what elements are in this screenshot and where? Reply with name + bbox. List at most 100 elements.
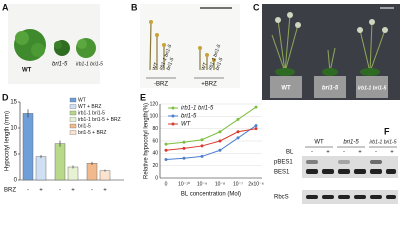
genotype-label: bri1-5 xyxy=(343,140,359,146)
y-tick-label: 0 xyxy=(14,178,18,184)
legend-label: bri1-5 xyxy=(181,114,197,120)
legend-label: bri1-5 + BRZ xyxy=(78,130,106,136)
y-tick-label: 40 xyxy=(152,151,158,157)
point xyxy=(218,148,222,152)
panel-label: B xyxy=(131,2,138,12)
point xyxy=(218,139,222,143)
western-blot xyxy=(302,146,398,204)
y-tick-label: 60 xyxy=(152,138,158,144)
bar xyxy=(35,156,47,181)
point xyxy=(164,142,168,146)
genotype-label: WT xyxy=(281,86,291,92)
panel-label: C xyxy=(253,2,260,12)
lane-label: WT xyxy=(200,62,208,71)
point xyxy=(164,148,168,152)
row-label: RbcS xyxy=(274,195,289,201)
point xyxy=(164,158,168,161)
legend-label: bri1-5 xyxy=(78,123,91,129)
panel-label: F xyxy=(384,126,390,136)
y-tick-label: 5 xyxy=(14,152,18,158)
genotype-label: irb1-1 bri1-5 xyxy=(358,85,387,91)
lane-label: bri1-5 xyxy=(214,57,224,71)
legend-swatch xyxy=(69,130,77,135)
y-tick-label: 80 xyxy=(152,126,158,132)
x-tick-label: + xyxy=(39,188,43,194)
panel-b-photo xyxy=(140,4,240,88)
genotype-label: WT xyxy=(314,140,324,146)
x-axis-label: BL concentration (Mol) xyxy=(181,192,241,198)
panel-c-photo xyxy=(262,4,400,100)
y-axis-label: Hypocotyl length (mm) xyxy=(5,111,11,171)
point xyxy=(200,144,204,148)
x-tick-label: - xyxy=(59,188,61,194)
legend-label: WT + BRZ xyxy=(78,104,101,110)
panel-label: D xyxy=(2,92,9,102)
x-tick-label: - xyxy=(91,188,93,194)
bar xyxy=(22,113,34,181)
sign-label: + xyxy=(390,150,394,156)
point xyxy=(236,130,240,134)
point xyxy=(236,136,240,140)
series-line xyxy=(165,128,257,151)
row-label: pBES1 xyxy=(274,160,293,166)
legend-swatch xyxy=(69,97,77,103)
series-line xyxy=(165,106,257,145)
figure: A WT bri1-5 irb1-1 bri1-5 B WT irb1-1 br… xyxy=(2,2,400,204)
legend-swatch xyxy=(69,110,77,116)
bar xyxy=(67,166,79,181)
legend-label: irb1-1 bri1-5 xyxy=(181,106,214,112)
legend-marker xyxy=(171,122,175,126)
x-tick-label: 2x10⁻⁶ xyxy=(248,181,264,187)
sign-label: - xyxy=(375,150,377,156)
sign-label: - xyxy=(343,150,345,156)
point xyxy=(182,156,186,160)
panel-label: A xyxy=(2,2,9,12)
bar xyxy=(54,143,66,181)
point xyxy=(254,124,258,128)
genotype-label: bri1-5 xyxy=(322,86,339,92)
legend-label: irb1-1 bri1-5 + BRZ xyxy=(78,117,121,123)
panel-a-photo xyxy=(8,4,100,84)
legend-marker xyxy=(171,106,175,110)
point xyxy=(218,130,222,134)
x-tick-label: 10⁻⁷ xyxy=(233,181,243,187)
y-axis-label: Relative hypocotyl length(%) xyxy=(144,103,150,179)
genotype-label: irb1-1 bri1-5 xyxy=(370,139,397,145)
x-tick-label: 10⁻⁹ xyxy=(197,181,207,187)
point xyxy=(200,154,204,158)
treatment-label: BL xyxy=(286,150,294,156)
legend-swatch xyxy=(69,123,77,129)
x-tick-label: + xyxy=(103,188,107,194)
y-tick-label: 20 xyxy=(152,163,158,169)
legend-swatch xyxy=(69,117,77,122)
sign-label: + xyxy=(326,150,330,156)
legend-swatch xyxy=(69,104,77,109)
treatment-label: -BRZ xyxy=(154,82,168,88)
x-tick-label: 0 xyxy=(165,181,168,187)
panel-label: E xyxy=(140,92,146,102)
bar xyxy=(86,163,98,181)
x-tick-label: 10⁻⁸ xyxy=(215,181,225,187)
point xyxy=(254,127,258,131)
y-tick-label: 10 xyxy=(10,126,17,132)
legend-label: WT xyxy=(78,97,86,103)
point xyxy=(182,140,186,144)
series-line xyxy=(165,125,257,160)
lane-label: WT xyxy=(151,62,159,71)
y-tick-label: 0 xyxy=(155,175,158,181)
y-tick-label: 120 xyxy=(150,101,159,107)
point xyxy=(254,105,258,109)
x-axis-label: BRZ xyxy=(4,188,16,194)
legend-marker xyxy=(171,114,175,118)
legend-label: irb1-1 bri1-5 xyxy=(78,110,105,116)
y-tick-label: 15 xyxy=(10,100,17,106)
point xyxy=(236,117,240,121)
legend-label: WT xyxy=(181,122,192,128)
bar xyxy=(99,170,111,181)
x-tick-label: 10⁻¹⁰ xyxy=(178,181,190,187)
genotype-label: irb1-1 bri1-5 xyxy=(76,61,103,67)
treatment-label: +BRZ xyxy=(201,82,217,88)
x-tick-label: - xyxy=(27,188,29,194)
lane-label: bri1-5 xyxy=(165,57,175,71)
sign-label: + xyxy=(358,150,362,156)
